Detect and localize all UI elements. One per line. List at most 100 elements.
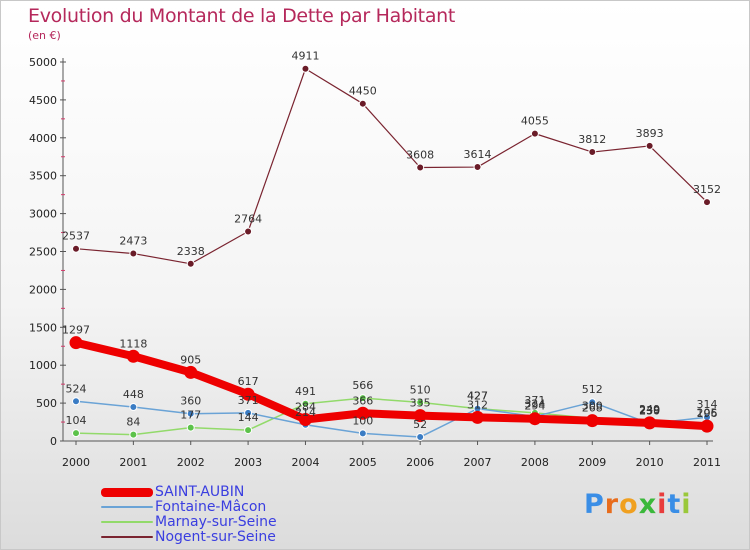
data-label: 510 [410, 383, 431, 396]
chart-subtitle: (en €) [28, 29, 61, 42]
data-label: 566 [352, 379, 373, 392]
x-tick-label: 2007 [464, 456, 492, 469]
legend-swatch [101, 521, 153, 523]
data-label: 52 [413, 418, 427, 431]
legend-swatch [101, 487, 153, 497]
y-tick-label: 2500 [29, 246, 57, 259]
data-point [588, 148, 597, 157]
data-label: 2473 [119, 235, 147, 248]
data-point [358, 429, 367, 438]
y-tick-label: 2000 [29, 283, 57, 296]
data-label: 324 [524, 397, 545, 410]
data-label: 4055 [521, 115, 549, 128]
data-label: 3152 [693, 183, 721, 196]
data-point [528, 412, 542, 426]
data-point [186, 409, 195, 418]
logo-letter: t [667, 489, 682, 520]
data-label: 1118 [119, 337, 147, 350]
data-point [416, 433, 425, 442]
x-tick-label: 2003 [234, 456, 262, 469]
data-label: 3614 [464, 148, 492, 161]
y-tick-label: 0 [50, 435, 57, 448]
y-tick-label: 4000 [29, 132, 57, 145]
data-label: 239 [639, 404, 660, 417]
data-label: 3812 [578, 133, 606, 146]
data-label: 2537 [62, 230, 90, 243]
data-label: 427 [467, 390, 488, 403]
data-label: 427 [467, 390, 488, 403]
data-label: 300 [582, 399, 603, 412]
x-tick-label: 2004 [291, 456, 319, 469]
logo-letter: o [619, 489, 639, 520]
y-tick-label: 1500 [29, 321, 57, 334]
data-point [703, 198, 711, 207]
data-point [129, 430, 138, 439]
data-label: 905 [180, 353, 201, 366]
legend-label: Marnay-sur-Seine [155, 514, 277, 530]
data-label: 312 [467, 398, 488, 411]
data-label: 205 [697, 406, 718, 419]
data-point [69, 336, 83, 350]
data-label: 3893 [636, 127, 664, 140]
y-tick-label: 500 [36, 397, 57, 410]
data-label: 4450 [349, 85, 377, 98]
data-label: 335 [410, 397, 431, 410]
data-point [358, 394, 367, 403]
series-line-1 [75, 400, 708, 438]
x-tick-label: 2001 [119, 456, 147, 469]
data-label: 2338 [177, 245, 205, 258]
data-label: 294 [524, 400, 545, 413]
data-point [186, 259, 195, 268]
data-label: 360 [180, 395, 201, 408]
data-label: 268 [582, 402, 603, 415]
legend-swatch [101, 536, 153, 538]
x-tick-label: 2006 [406, 456, 434, 469]
data-label: 366 [352, 394, 373, 407]
data-label: 144 [238, 411, 259, 424]
data-label: 371 [524, 394, 545, 407]
data-label: 448 [123, 388, 144, 401]
data-point [358, 99, 367, 108]
x-tick-label: 2010 [636, 456, 664, 469]
data-point [588, 398, 597, 407]
data-label: 84 [126, 416, 140, 429]
data-point [413, 409, 427, 423]
data-point [356, 406, 370, 420]
x-tick-label: 2000 [62, 456, 90, 469]
logo-letter: i [657, 489, 668, 520]
series-line-3 [75, 68, 708, 265]
data-point [72, 397, 80, 406]
data-label: 104 [66, 414, 87, 427]
x-tick-label: 2011 [693, 456, 721, 469]
x-tick-label: 2002 [177, 456, 205, 469]
data-label: 617 [238, 375, 259, 388]
data-point [241, 387, 255, 401]
logo-letter: P [584, 489, 605, 520]
data-label: 524 [66, 382, 87, 395]
logo-letter: r [604, 489, 620, 520]
data-label: 100 [352, 414, 373, 427]
data-point [184, 365, 198, 379]
data-point [301, 399, 310, 408]
data-point [473, 163, 482, 172]
data-point [530, 129, 539, 138]
data-label: 512 [582, 383, 603, 396]
data-point [301, 64, 310, 73]
chart-title: Evolution du Montant de la Dette par Hab… [28, 5, 456, 27]
x-tick-label: 2009 [578, 456, 606, 469]
data-point [298, 412, 312, 426]
data-label: 2764 [234, 212, 262, 225]
y-tick-label: 3500 [29, 170, 57, 183]
data-label: 3608 [406, 149, 434, 162]
x-tick-label: 2005 [349, 456, 377, 469]
logo-letter: i [681, 489, 692, 520]
y-tick-label: 3000 [29, 208, 57, 221]
legend-label: SAINT-AUBIN [155, 484, 245, 500]
data-point [126, 349, 140, 363]
legend-label: Fontaine-Mâcon [155, 499, 267, 515]
data-label: 314 [697, 398, 718, 411]
logo-letter: x [638, 489, 658, 520]
data-label: 284 [295, 400, 316, 413]
data-point [700, 419, 714, 433]
